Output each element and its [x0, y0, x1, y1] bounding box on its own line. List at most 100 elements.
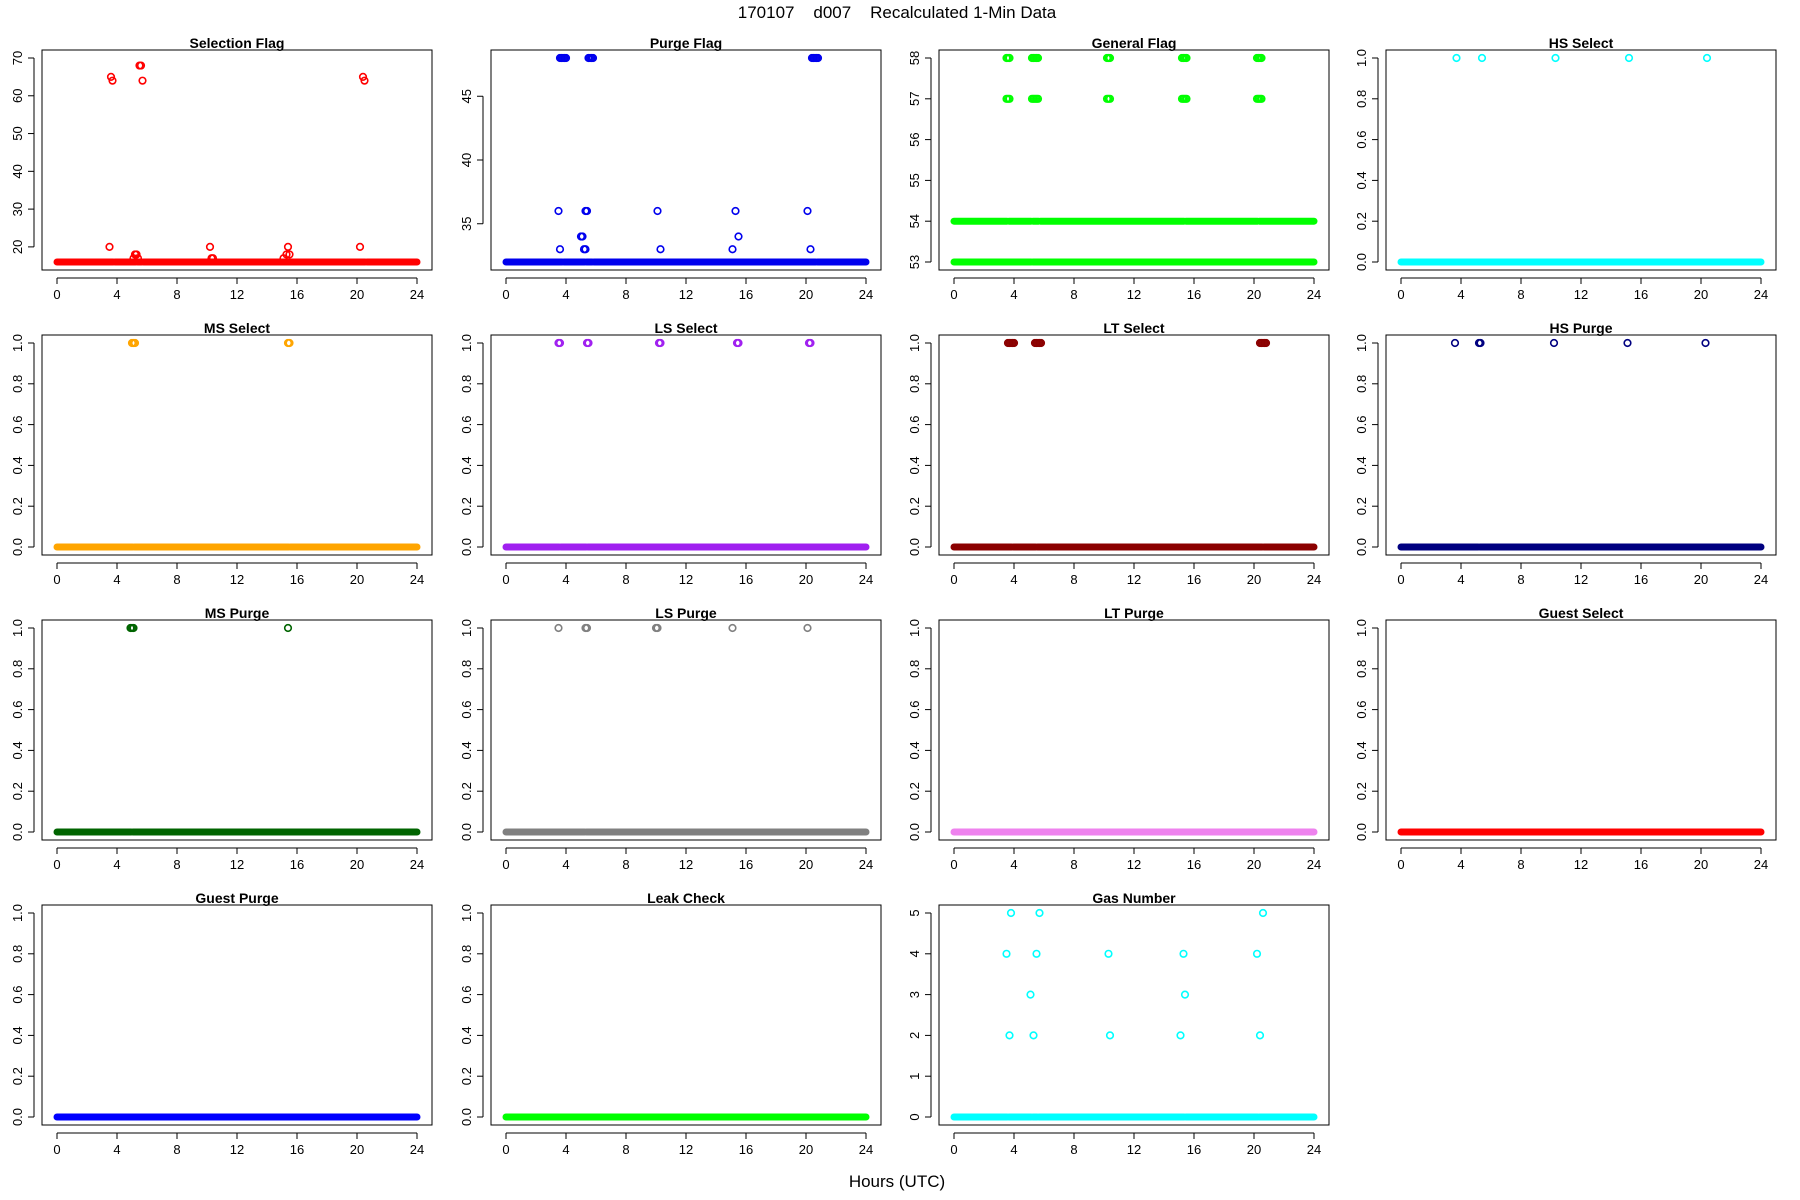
- x-axis-label: Hours (UTC): [849, 1172, 945, 1191]
- x-tick-label: 20: [1694, 287, 1708, 302]
- data-point: [1035, 908, 1044, 918]
- x-tick-label: 16: [290, 1142, 304, 1157]
- panel-title: Selection Flag: [190, 35, 285, 51]
- data-point: [1036, 338, 1046, 348]
- x-tick-label: 24: [1754, 572, 1768, 587]
- y-tick-label: 0: [907, 1113, 922, 1120]
- x-tick-label: 16: [1634, 857, 1648, 872]
- x-tick-label: 4: [113, 1142, 120, 1157]
- y-tick-label: 57: [907, 92, 922, 106]
- y-tick-label: 0.6: [459, 416, 474, 434]
- x-tick-label: 8: [1517, 572, 1524, 587]
- data-point: [283, 623, 293, 633]
- data-point: [283, 242, 293, 251]
- data-point: [1624, 53, 1634, 63]
- x-tick-label: 12: [679, 857, 693, 872]
- x-tick-label: 16: [290, 287, 304, 302]
- x-tick-label: 0: [53, 287, 60, 302]
- panel-ls-purge: LS Purge 0 4 8 12 16 20 24 0.0 0.2 0.4 0.6 0.8 1.0: [459, 605, 882, 872]
- data-point: [1549, 338, 1559, 348]
- x-tick-label: 4: [1457, 572, 1464, 587]
- y-tick-label: 0.4: [1354, 741, 1369, 759]
- y-tick-label: 0.0: [459, 1108, 474, 1126]
- y-tick-label: 3: [907, 991, 922, 998]
- data-point: [1257, 94, 1266, 103]
- panel-title: General Flag: [1092, 35, 1177, 51]
- panel-title: Purge Flag: [650, 35, 722, 51]
- data-point: [285, 250, 294, 259]
- plot-frame: [41, 49, 433, 271]
- data-point: [554, 623, 563, 633]
- x-tick-label: 12: [230, 572, 244, 587]
- data-point: [133, 254, 143, 263]
- y-tick-label: 1.0: [10, 904, 25, 922]
- x-tick-label: 8: [1070, 572, 1077, 587]
- data-point: [1182, 53, 1191, 63]
- data-point: [728, 245, 737, 254]
- data-point: [1026, 990, 1035, 999]
- data-point: [105, 242, 114, 251]
- y-tick-label: 54: [907, 214, 922, 228]
- plot-frame: [1385, 49, 1777, 271]
- panel-lt-select: LT Select 0 4 8 12 16 20 24 0.0 0.2 0.4 0.6 0.8 1.0: [907, 320, 1330, 587]
- data-point: [734, 338, 743, 348]
- y-tick-label: 0.0: [907, 823, 922, 841]
- y-tick-label: 35: [459, 217, 474, 231]
- y-tick-label: 0.8: [10, 375, 25, 393]
- x-tick-label: 16: [1634, 572, 1648, 587]
- x-tick-label: 20: [799, 572, 813, 587]
- x-tick-label: 24: [859, 857, 873, 872]
- y-tick-label: 0.6: [459, 701, 474, 719]
- data-point: [584, 338, 593, 348]
- x-tick-label: 24: [410, 857, 424, 872]
- plot-frame: [490, 334, 882, 556]
- data-point: [554, 206, 563, 216]
- data-point: [1033, 94, 1043, 103]
- x-tick-label: 4: [562, 1142, 569, 1157]
- data-point: [1032, 949, 1041, 958]
- x-tick-label: 0: [53, 857, 60, 872]
- plot-frame: [41, 334, 433, 556]
- y-tick-label: 40: [10, 164, 25, 178]
- y-tick-label: 5: [907, 909, 922, 916]
- y-tick-label: 1.0: [10, 334, 25, 352]
- x-tick-label: 20: [799, 1142, 813, 1157]
- x-tick-label: 20: [1694, 572, 1708, 587]
- plot-frame: [490, 619, 882, 841]
- x-tick-label: 12: [1127, 287, 1141, 302]
- x-tick-label: 0: [1397, 572, 1404, 587]
- panel-title: LS Purge: [655, 605, 717, 621]
- x-tick-label: 24: [859, 1142, 873, 1157]
- y-tick-label: 1.0: [907, 334, 922, 352]
- x-tick-label: 12: [1574, 287, 1588, 302]
- data-point: [1006, 908, 1016, 918]
- x-tick-label: 16: [1634, 287, 1648, 302]
- x-tick-label: 24: [1754, 287, 1768, 302]
- data-point: [1551, 53, 1560, 63]
- y-tick-label: 0.4: [10, 741, 25, 759]
- panel-hs-select: HS Select 0 4 8 12 16 20 24 0.0 0.2 0.4 0.6 0.8 1.0: [1354, 35, 1777, 302]
- y-tick-label: 0.2: [459, 1067, 474, 1085]
- data-point: [561, 53, 571, 63]
- x-tick-label: 12: [679, 572, 693, 587]
- y-tick-label: 0.4: [10, 456, 25, 474]
- data-point: [734, 232, 743, 241]
- data-point: [1257, 53, 1266, 63]
- y-tick-label: 0.0: [1354, 823, 1369, 841]
- y-tick-label: 40: [459, 153, 474, 167]
- x-tick-label: 16: [739, 572, 753, 587]
- data-point: [138, 76, 147, 85]
- y-tick-label: 58: [907, 51, 922, 65]
- x-tick-label: 24: [1307, 572, 1321, 587]
- data-point: [1258, 908, 1268, 918]
- y-tick-label: 1: [907, 1073, 922, 1080]
- x-tick-label: 16: [1187, 572, 1201, 587]
- y-tick-label: 1.0: [10, 619, 25, 637]
- data-point: [1261, 338, 1271, 348]
- y-tick-label: 1.0: [459, 619, 474, 637]
- x-tick-label: 0: [502, 572, 509, 587]
- x-tick-label: 20: [350, 1142, 364, 1157]
- y-tick-label: 0.8: [459, 660, 474, 678]
- data-point: [731, 206, 740, 216]
